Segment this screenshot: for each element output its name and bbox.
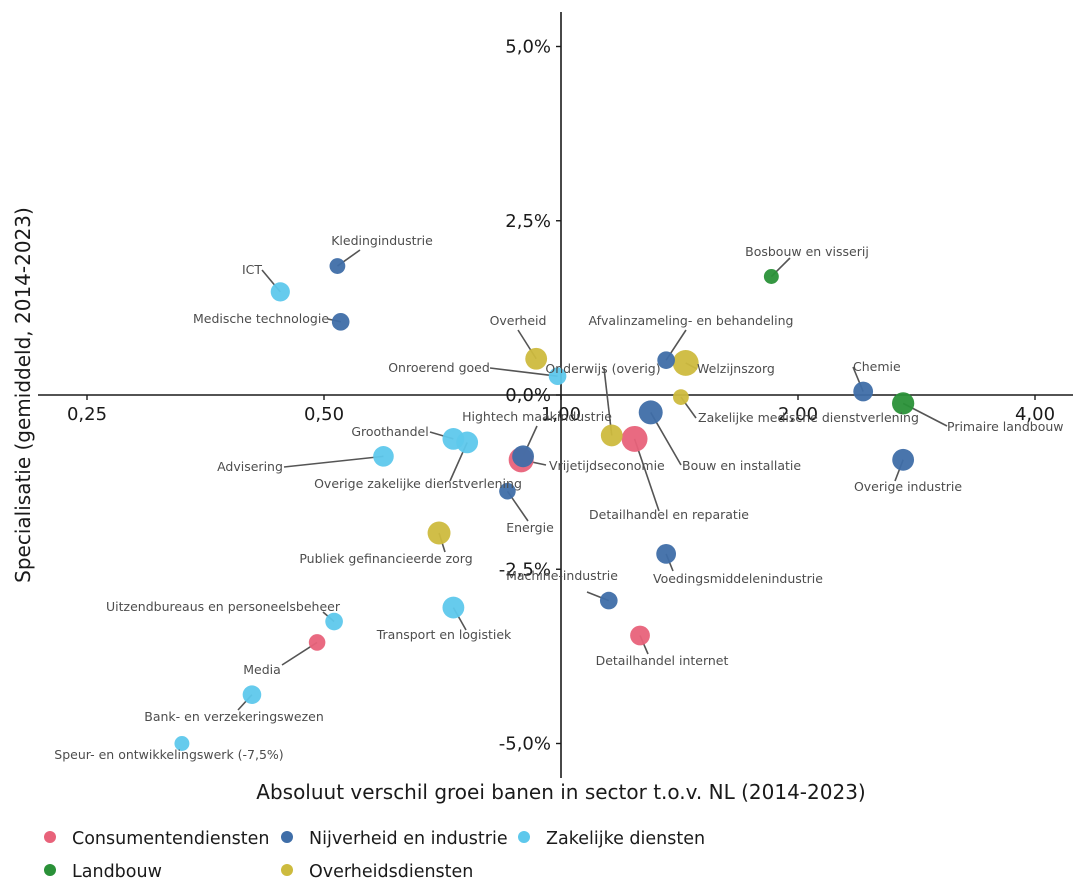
legend-item: Overheidsdiensten [281, 862, 473, 882]
x-tick-label: 4,00 [1015, 404, 1055, 425]
data-point [630, 625, 650, 646]
data-point [242, 685, 262, 705]
legend-item: Nijverheid en industrie [281, 829, 508, 849]
legend-swatch [518, 831, 530, 843]
point-label: Energie [506, 520, 554, 535]
data-points [174, 258, 915, 751]
data-point [329, 258, 346, 274]
point-label: Vrijetijdseconomie [549, 458, 665, 473]
data-point [548, 367, 567, 386]
y-axis-title: Specialisatie (gemiddeld, 2014-2023) [11, 207, 35, 583]
point-label: Onderwijs (overig) [545, 361, 660, 376]
y-tick-label: -5,0% [499, 734, 551, 755]
data-point [600, 424, 623, 447]
data-point [672, 389, 689, 405]
data-point [621, 425, 648, 452]
data-point [456, 431, 479, 454]
legend-label: Landbouw [72, 862, 162, 882]
legend-item: Landbouw [44, 862, 162, 882]
point-label: Overige zakelijke dienstverlening [314, 476, 522, 491]
point-label: Zakelijke medische dienstverlening [698, 410, 919, 425]
point-label: Overige industrie [854, 479, 962, 494]
x-tick-label: 0,25 [67, 404, 107, 425]
legend-label: Zakelijke diensten [546, 829, 705, 849]
point-label: Bouw en installatie [682, 458, 801, 473]
data-point [427, 521, 451, 545]
point-label: Medische technologie [193, 311, 329, 326]
y-tick-label: 5,0% [505, 37, 551, 58]
axes: 0,25 0,50 1,00 2,00 4,00 5,0% 2,5% 0,0% -2,5% -5,… [38, 12, 1073, 778]
x-axis-title: Absoluut verschil groei banen in sector … [256, 780, 865, 804]
leader-line [489, 367, 558, 377]
point-label: Welzijnszorg [697, 361, 775, 376]
x-tick-label: 1,00 [541, 404, 581, 425]
data-point [442, 596, 465, 619]
point-label: Chemie [853, 359, 901, 374]
point-label: Bank- en verzekeringswezen [144, 709, 324, 724]
legend-label: Nijverheid en industrie [309, 829, 508, 849]
point-label: Uitzendbureaus en personeelsbeheer [106, 599, 341, 614]
data-point [270, 282, 290, 302]
legend-item: Consumentendiensten [44, 829, 270, 849]
data-point [892, 392, 915, 415]
leader-line [603, 367, 613, 436]
data-point [657, 351, 675, 369]
point-label: Machine-industrie [506, 568, 618, 583]
data-point [373, 446, 394, 467]
x-tick-label: 2,00 [778, 404, 818, 425]
point-label: Voedingsmiddelenindustrie [653, 571, 823, 586]
point-label: Bosbouw en visserij [745, 244, 869, 259]
legend-item: Zakelijke diensten [518, 829, 705, 849]
data-point [308, 634, 326, 651]
legend-label: Overheidsdiensten [309, 862, 473, 882]
point-label: Detailhandel internet [596, 653, 729, 668]
point-labels: Kledingindustrie ICT Medische technologie B… [54, 233, 1063, 762]
data-point [499, 482, 516, 500]
y-tick-label: 2,5% [505, 211, 551, 232]
point-label: Speur- en ontwikkelingswerk (-7,5%) [54, 747, 283, 762]
point-label: Media [243, 662, 281, 677]
point-label: Advisering [217, 459, 283, 474]
data-point [331, 312, 350, 331]
point-label: Afvalinzameling- en behandeling [589, 313, 794, 328]
point-label: Publiek gefinancieerde zorg [299, 551, 472, 566]
point-label: Overheid [490, 313, 547, 328]
legend-swatch [44, 864, 56, 876]
point-label: Onroerend goed [388, 360, 490, 375]
legend-label: Consumentendiensten [72, 829, 270, 849]
data-point [763, 269, 779, 284]
legend-swatch [44, 831, 56, 843]
point-label: Kledingindustrie [331, 233, 433, 248]
data-point [672, 349, 699, 376]
leader-line [283, 455, 384, 468]
point-label: ICT [242, 262, 262, 277]
data-point [892, 448, 915, 471]
point-label: Transport en logistiek [376, 627, 512, 642]
legend: Consumentendiensten Nijverheid en industr… [44, 829, 705, 882]
data-point [656, 544, 677, 564]
point-label: Groothandel [351, 424, 428, 439]
x-tick-label: 0,50 [304, 404, 344, 425]
legend-swatch [281, 864, 293, 876]
point-label: Hightech maakindustrie [462, 409, 612, 424]
point-label: Primaire landbouw [947, 419, 1064, 434]
point-label: Detailhandel en reparatie [589, 507, 749, 522]
data-point [599, 591, 618, 610]
data-point [174, 736, 190, 751]
y-tick-label: -2,5% [499, 559, 551, 580]
data-point [325, 612, 343, 631]
data-point [638, 400, 663, 425]
data-point [525, 347, 548, 370]
y-tick-label: 0,0% [505, 385, 551, 406]
data-point [853, 381, 874, 402]
legend-swatch [281, 831, 293, 843]
data-point [512, 445, 534, 468]
